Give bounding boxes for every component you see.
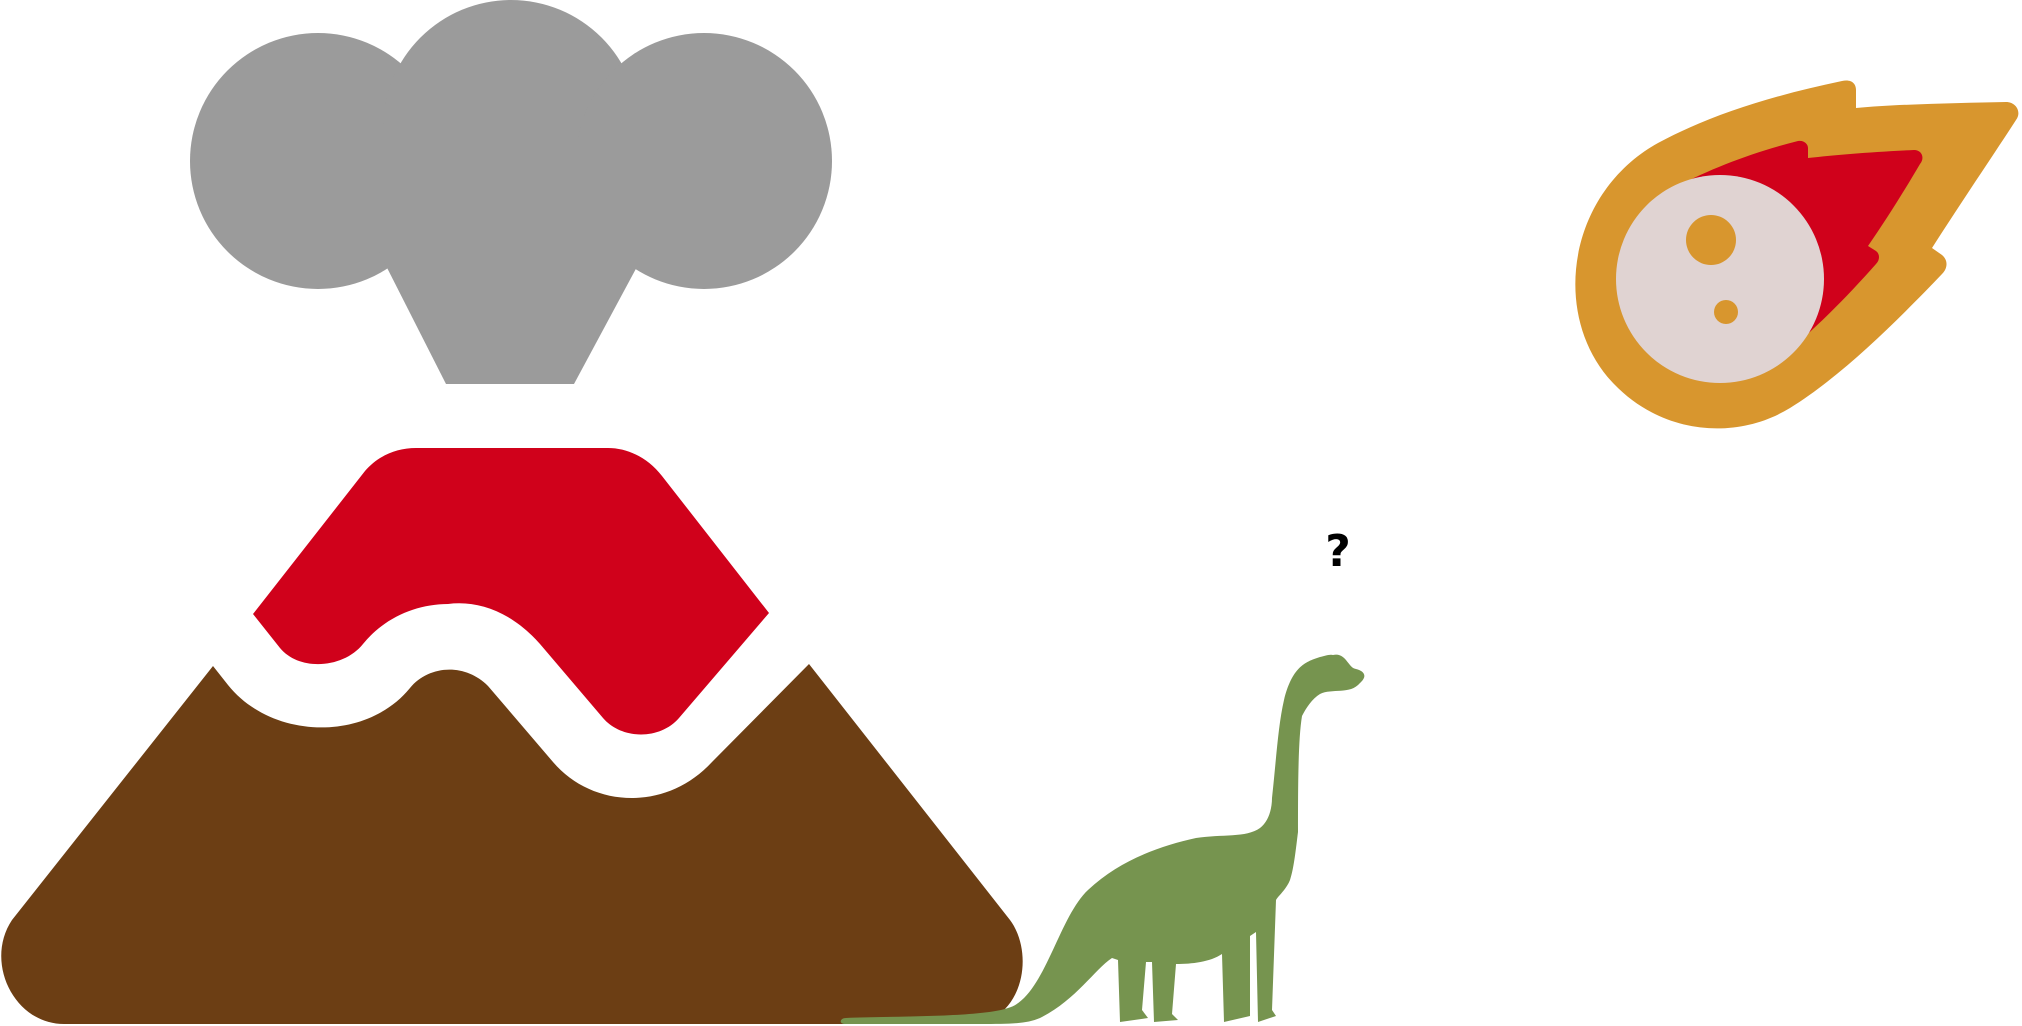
- thought-question-mark: ?: [1325, 526, 1351, 577]
- volcano-icon: [1, 0, 1023, 1024]
- meteor-crater-large: [1686, 215, 1736, 265]
- smoke-cloud-icon: [190, 0, 832, 384]
- meteor-icon: [1575, 80, 2019, 429]
- mountain-icon: [1, 664, 1023, 1024]
- meteor-crater-small: [1714, 300, 1738, 324]
- meteor-rock: [1616, 175, 1824, 383]
- dinosaur-icon: [840, 654, 1365, 1024]
- lava-icon: [253, 448, 769, 735]
